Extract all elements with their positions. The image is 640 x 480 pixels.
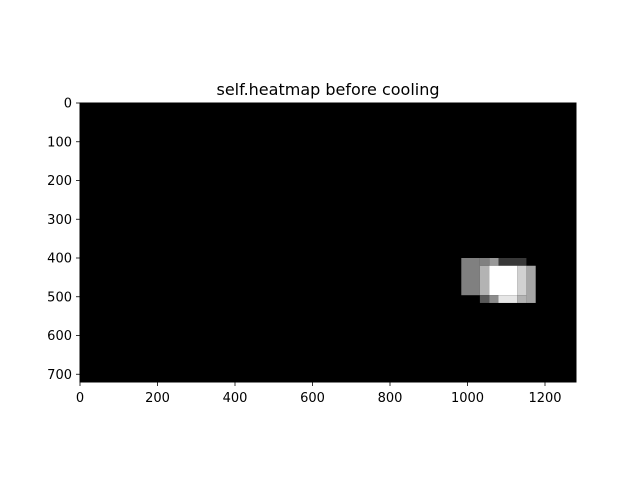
heatmap-cell [489,295,499,303]
y-tick-label: 700 [47,368,72,383]
y-tick-label: 400 [47,252,72,267]
heatmap-cell [479,295,490,303]
heatmap-cell [517,265,527,296]
heatmap-cell [461,258,480,296]
heatmap-cell [489,265,518,296]
x-tick-label: 800 [378,391,403,406]
x-tick-label: 1000 [451,391,484,406]
plot-frame [79,102,577,383]
x-tick-label: 0 [76,391,84,406]
x-tick-label: 400 [223,391,248,406]
y-tick-label: 300 [47,213,72,228]
y-tick-label: 100 [47,135,72,150]
x-axis: 0 200 400 600 800 1000 1200 [76,382,562,406]
plot-area [80,103,576,382]
heatmap-cells [461,258,536,303]
y-tick-label: 200 [47,174,72,189]
chart-title: self.heatmap before cooling [216,80,439,99]
x-tick-label: 200 [145,391,170,406]
heatmap-cell [517,295,527,303]
x-tick-label: 1200 [528,391,561,406]
y-axis: 0 100 200 300 400 500 600 700 [47,97,80,383]
heatmap-cell [526,265,536,303]
heatmap-cell [479,265,490,296]
y-tick-label: 600 [47,329,72,344]
y-tick-label: 0 [64,97,72,112]
x-tick-label: 600 [300,391,325,406]
heatmap-cell [498,295,518,303]
y-tick-label: 500 [47,290,72,305]
heatmap-cell [479,258,490,266]
heatmap-cell [498,258,527,266]
heatmap-cell [489,258,499,266]
